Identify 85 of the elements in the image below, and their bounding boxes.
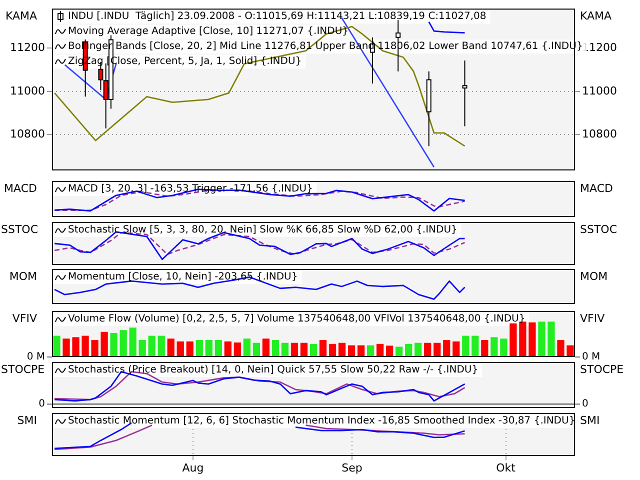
annotation: Stochastic Momentum [12, 6, 6] Stochastic Momentum Index -16,85 Smoothed Index -30,87 {.INDU} — [68, 416, 576, 427]
bar — [82, 336, 89, 357]
bar — [281, 342, 289, 357]
x-tick-label: Okt — [496, 461, 516, 474]
y-axis-title: SSTOC — [1, 222, 38, 236]
bar — [290, 342, 298, 357]
y-tick-label: 10800 — [10, 128, 45, 141]
bar — [243, 338, 251, 357]
bar — [328, 344, 336, 357]
bar — [500, 338, 508, 357]
bar — [120, 330, 127, 357]
y2-tick-label: 11000 — [582, 84, 617, 98]
y2-tick-label: 10800 — [582, 128, 617, 141]
y-axis-title: MACD — [4, 182, 38, 195]
y2-axis-title: VFIV — [580, 312, 606, 325]
bar — [557, 340, 564, 357]
bar — [272, 340, 280, 357]
y2-tick-label: 11200 — [582, 41, 617, 54]
x-tick-label: Sep — [342, 461, 362, 474]
bar — [100, 332, 108, 357]
bar — [91, 340, 98, 357]
y2-axis-title: MOM — [580, 270, 608, 283]
annotation: Volume Flow (Volume) [0,2, 2,5, 5, 7] Volume 137540648,00 VFIVol 137540648,00 {.INDU} — [68, 314, 526, 325]
y-axis-title: VFIV — [12, 312, 38, 325]
bar — [490, 337, 498, 357]
bar — [72, 337, 80, 357]
bar — [214, 340, 222, 357]
annotation: Momentum [Close, 10, Nein] -203,65 {.INDU} — [68, 272, 298, 283]
bar — [205, 340, 212, 357]
y-tick-label: 11200 — [10, 41, 45, 54]
bar — [176, 341, 184, 357]
bar — [148, 336, 156, 357]
bar — [252, 342, 260, 357]
bar — [396, 346, 403, 357]
y-axis-title: STOCPE — [1, 362, 45, 376]
bar — [538, 322, 546, 357]
annotation: INDU [.INDU Täglich] 23.09.2008 - O:11015,69 H:11143,21 L:10839,19 C:11027,08 — [68, 11, 486, 22]
annotation: Stochastics (Price Breakout) [14, 0, Nein] Quick 57,55 Slow 50,22 Raw -/- {.INDU} — [68, 364, 478, 376]
bar — [167, 338, 174, 357]
bar — [566, 345, 574, 357]
bar — [414, 342, 422, 357]
text: 0 — [38, 398, 45, 410]
bar — [310, 344, 318, 357]
bar — [338, 342, 346, 357]
bar — [138, 340, 146, 357]
bar — [481, 340, 488, 357]
text: 0 M — [582, 352, 600, 363]
y-axis-title: KAMA — [5, 9, 38, 22]
bar — [53, 336, 60, 357]
y-tick-label: 11000 — [10, 84, 45, 98]
bar — [300, 342, 308, 357]
bar — [262, 338, 270, 357]
bar — [234, 342, 241, 357]
bar — [548, 322, 555, 357]
bar — [376, 344, 384, 357]
bar — [186, 341, 194, 357]
y-axis-title: SMI — [17, 414, 37, 427]
y2-axis-title: KAMA — [580, 9, 612, 22]
bar — [528, 322, 536, 357]
x-tick-label: Aug — [182, 461, 204, 474]
y2-axis-title: SSTOC — [580, 222, 618, 236]
bar — [472, 336, 479, 357]
text: 0 M — [26, 352, 45, 363]
bar — [110, 332, 118, 357]
bar — [196, 340, 203, 357]
bar — [452, 341, 460, 357]
annotation: Stochastic Slow [5, 3, 3, 80, 20, Nein] Slow %K 66,85 Slow %D 62,00 {.INDU} — [68, 224, 458, 236]
bar — [405, 344, 412, 357]
bar — [424, 342, 432, 357]
y-axis-title: MOM — [9, 270, 37, 283]
bar — [519, 322, 526, 357]
bar — [434, 342, 441, 357]
text: 0 — [582, 398, 588, 410]
bar — [129, 328, 136, 357]
bar — [224, 341, 232, 357]
y2-axis-title: SMI — [580, 414, 600, 427]
bar — [62, 338, 70, 357]
y2-axis-title: STOCPE — [580, 362, 624, 376]
bar — [462, 336, 470, 357]
bar — [319, 340, 327, 357]
y2-axis-title: MACD — [580, 182, 613, 195]
bar — [443, 340, 450, 357]
bar — [158, 336, 165, 357]
bar — [510, 323, 517, 357]
bar — [386, 346, 394, 357]
